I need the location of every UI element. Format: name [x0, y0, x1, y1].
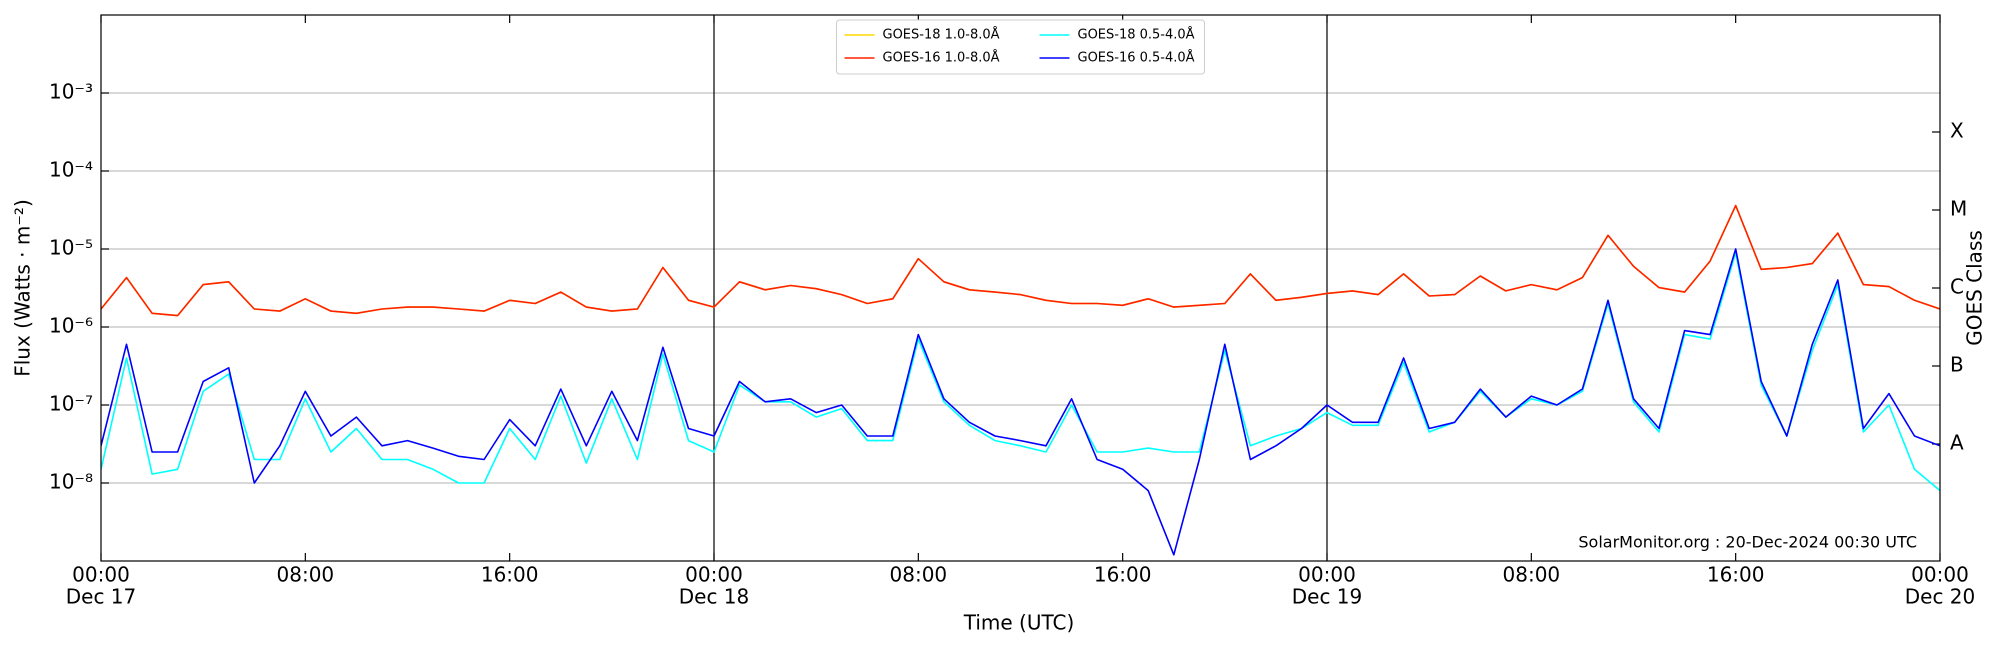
y-tick-label: 10⁻⁵	[49, 236, 93, 260]
series-line	[101, 204, 1940, 317]
x-tick-date: Dec 20	[1905, 585, 1976, 609]
legend-label: GOES-18 0.5-4.0Å	[1078, 27, 1195, 43]
y-axis-label: Flux (Watts · m⁻²)	[11, 199, 35, 377]
series-line	[101, 204, 1940, 317]
y2-tick-label: M	[1950, 197, 1967, 221]
y2-tick-label: B	[1950, 353, 1964, 377]
annotation: SolarMonitor.org : 20-Dec-2024 00:30 UTC	[1578, 533, 1917, 552]
x-tick-label: 08:00	[277, 563, 335, 587]
y2-tick-label: A	[1950, 431, 1964, 455]
x-tick-date: Dec 19	[1292, 585, 1363, 609]
y-tick-label: 10⁻⁸	[49, 470, 93, 494]
legend-label: GOES-16 1.0-8.0Å	[883, 50, 1000, 66]
x-tick-label: 16:00	[481, 563, 539, 587]
y2-axis-label: GOES Class	[1963, 230, 1987, 346]
x-axis-label: Time (UTC)	[963, 611, 1075, 635]
legend-label: GOES-18 1.0-8.0Å	[883, 27, 1000, 43]
x-tick-label: 00:00	[1298, 563, 1356, 587]
x-tick-label: 00:00	[1911, 563, 1969, 587]
series-line	[101, 251, 1940, 492]
x-tick-label: 08:00	[1503, 563, 1561, 587]
y-tick-label: 10⁻³	[49, 80, 93, 104]
x-tick-label: 16:00	[1094, 563, 1152, 587]
x-tick-date: Dec 17	[66, 585, 137, 609]
x-tick-label: 00:00	[685, 563, 743, 587]
y-tick-label: 10⁻⁷	[49, 392, 93, 416]
series-line	[101, 248, 1940, 556]
x-tick-label: 08:00	[890, 563, 948, 587]
plot-frame	[100, 14, 1941, 562]
x-tick-label: 16:00	[1707, 563, 1765, 587]
x-tick-date: Dec 18	[679, 585, 750, 609]
legend-box	[836, 19, 1205, 75]
y-tick-label: 10⁻⁶	[49, 314, 93, 338]
y-tick-label: 10⁻⁴	[49, 158, 93, 182]
x-tick-label: 00:00	[72, 563, 130, 587]
plot-area	[101, 204, 1940, 556]
y2-tick-label: X	[1950, 119, 1964, 143]
y2-tick-label: C	[1950, 275, 1964, 299]
legend-label: GOES-16 0.5-4.0Å	[1078, 50, 1195, 66]
